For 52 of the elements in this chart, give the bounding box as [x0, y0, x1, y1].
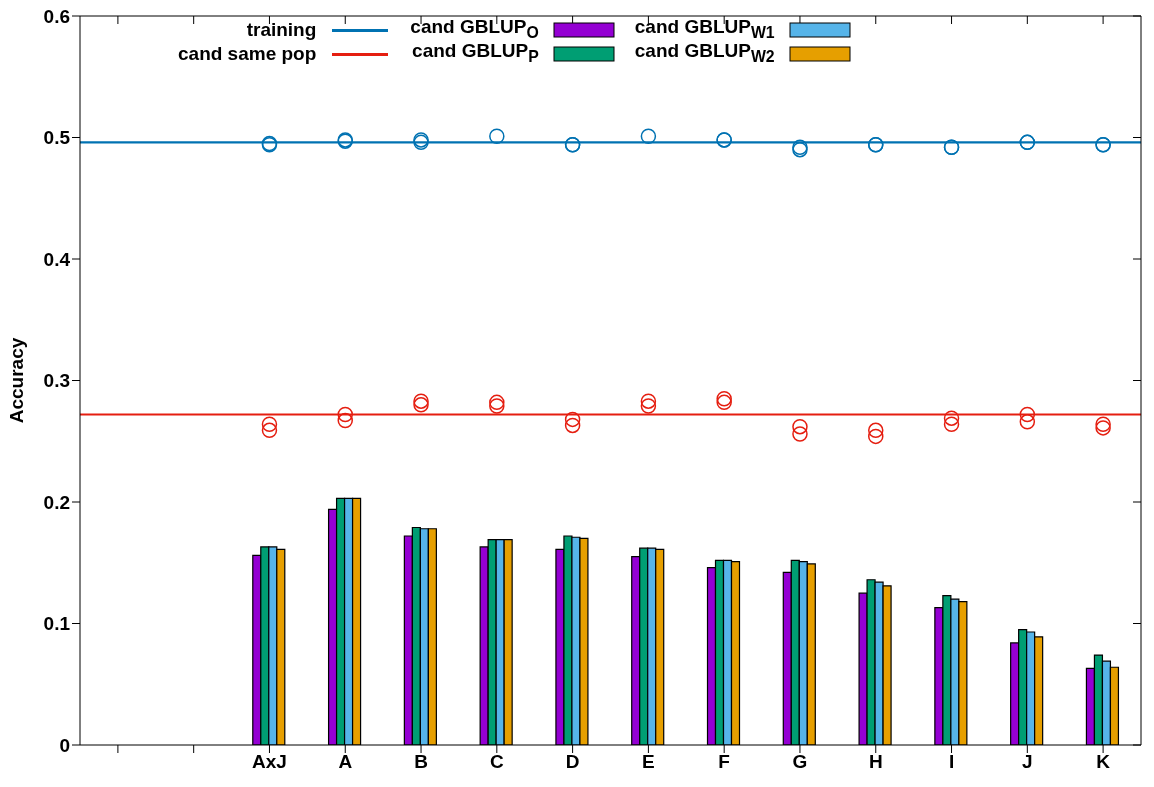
point [1095, 416, 1111, 432]
point [716, 394, 732, 411]
point [564, 411, 581, 428]
point [640, 128, 657, 145]
point [1019, 414, 1036, 430]
x-tick-label: G [792, 751, 808, 773]
legend-label: cand GBLUP$_{W1}$ [634, 16, 775, 41]
x-tick-label: A [338, 751, 353, 773]
y-tick-label: 0.1 [43, 613, 71, 635]
x-tick-label: H [868, 751, 883, 773]
y-axis-title: Accuracy [5, 337, 27, 424]
y-tick-label: 0.5 [43, 127, 71, 149]
point [640, 393, 657, 409]
y-tick-label: 0.4 [43, 248, 71, 270]
point [413, 393, 429, 409]
point [792, 426, 808, 442]
point [943, 410, 960, 426]
legend-label: cand GBLUP$_{W2}$ [634, 39, 775, 67]
y-tick-label: 0.3 [43, 370, 70, 392]
x-tick-label: I [948, 751, 955, 773]
point [792, 418, 808, 435]
point [261, 416, 278, 432]
point [868, 422, 884, 439]
x-tick-label: E [642, 751, 655, 773]
point [489, 398, 505, 414]
legend-label: cand GBLUP$_{P}$ [412, 39, 539, 67]
point [261, 422, 278, 439]
point [564, 417, 581, 434]
x-tick-label: AxJ [252, 751, 287, 773]
point [716, 390, 732, 407]
point [868, 428, 884, 445]
legend-label: cand GBLUP$_{O}$ [410, 16, 539, 41]
legend-label: training [246, 18, 317, 42]
point [943, 416, 960, 432]
x-tick-label: J [1022, 751, 1033, 773]
x-tick-label: F [718, 751, 730, 773]
legend-label: cand same pop [178, 42, 317, 66]
x-tick-label: B [414, 751, 428, 773]
y-tick-label: 0.2 [43, 491, 70, 513]
point [489, 394, 505, 411]
point [337, 412, 353, 429]
point [640, 398, 657, 414]
x-tick-label: D [565, 751, 580, 773]
x-tick-label: C [489, 751, 504, 773]
point [1095, 420, 1111, 436]
x-tick-label: K [1096, 751, 1111, 773]
point [1019, 406, 1036, 423]
point [413, 397, 429, 413]
y-tick-label: 0 [59, 734, 70, 756]
y-tick-label: 0.6 [43, 5, 70, 27]
point [337, 406, 353, 423]
point [489, 128, 505, 145]
